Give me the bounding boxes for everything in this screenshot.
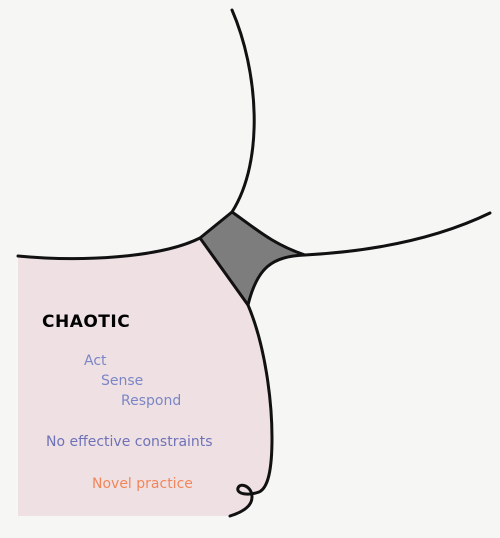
step-sense: Sense	[101, 373, 144, 389]
domain-title: CHAOTIC	[42, 312, 131, 332]
left-boundary-line	[16, 236, 202, 261]
constraints-text: No effective constraints	[46, 434, 213, 450]
practice-text: Novel practice	[92, 476, 193, 492]
bottom-boundary-line	[228, 303, 274, 518]
step-respond: Respond	[121, 393, 182, 409]
right-boundary-line	[303, 211, 492, 257]
chaotic-domain-region	[18, 238, 272, 516]
step-act: Act	[84, 353, 107, 369]
top-boundary-line	[230, 8, 256, 214]
